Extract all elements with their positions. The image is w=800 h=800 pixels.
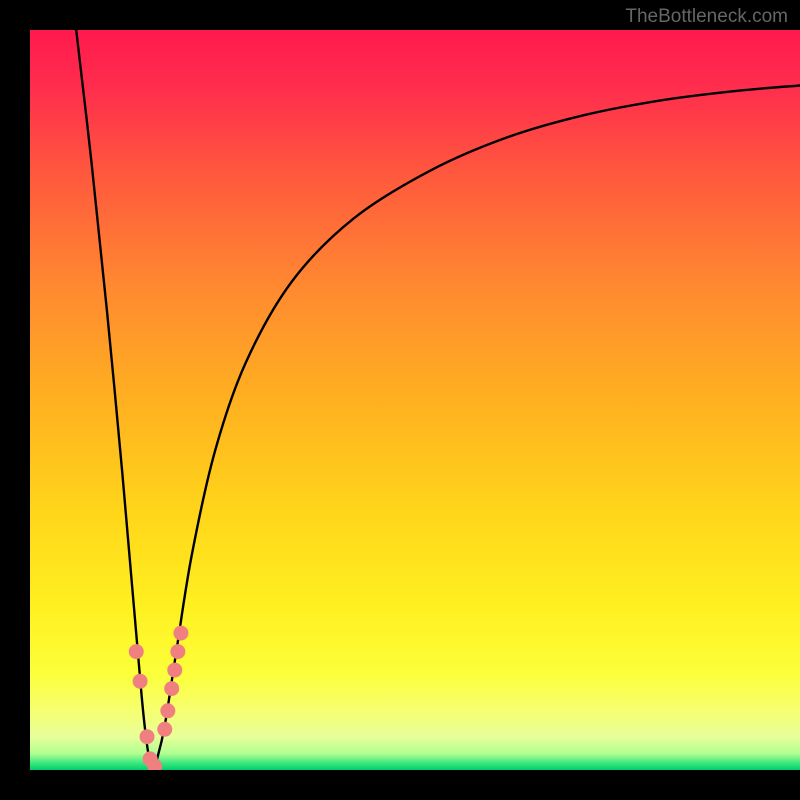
- data-marker: [158, 722, 172, 736]
- data-marker: [171, 645, 185, 659]
- data-marker: [165, 682, 179, 696]
- data-marker: [129, 645, 143, 659]
- data-marker: [133, 674, 147, 688]
- axis-border-bottom: [0, 770, 800, 800]
- data-marker: [140, 730, 154, 744]
- attribution-label: TheBottleneck.com: [625, 6, 788, 28]
- data-marker: [174, 626, 188, 640]
- axis-border-left: [0, 0, 30, 800]
- data-marker: [161, 704, 175, 718]
- data-marker: [168, 663, 182, 677]
- plot-background: [30, 30, 800, 770]
- bottleneck-chart: TheBottleneck.com: [0, 0, 800, 800]
- chart-svg: [0, 0, 800, 800]
